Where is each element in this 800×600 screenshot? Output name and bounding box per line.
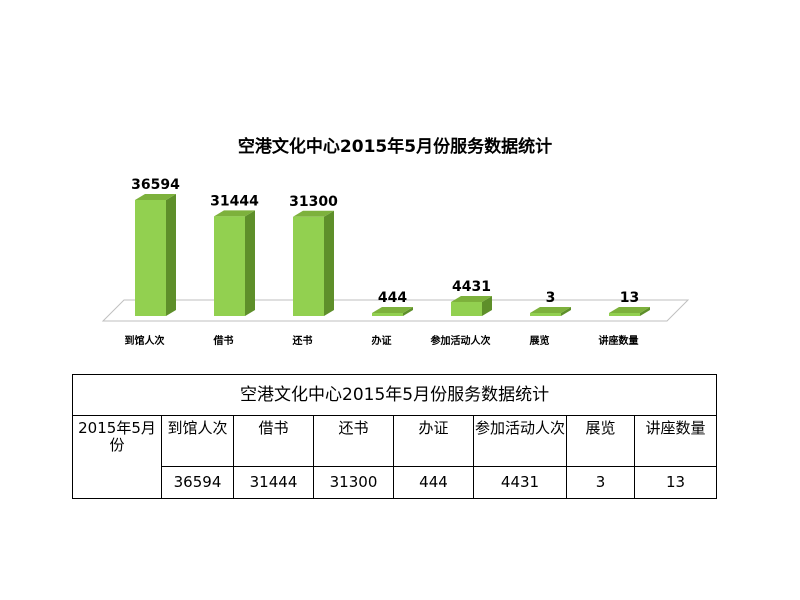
bar (372, 307, 413, 316)
category-label: 还书 (292, 334, 313, 347)
value-label: 3 (546, 290, 556, 306)
bar-front (451, 301, 482, 316)
bar-side (403, 307, 413, 316)
bar-top (135, 194, 176, 200)
bars-layer (135, 194, 650, 316)
table-header-cell: 办证 (393, 415, 474, 467)
bar-chart: 空港文化中心2015年5月份服务数据统计 36594到馆人次31444借书313… (101, 136, 690, 347)
table-header-cell: 到馆人次 (161, 415, 234, 467)
bar-front (135, 200, 166, 316)
category-label: 参加活动人次 (431, 334, 491, 347)
chart-title: 空港文化中心2015年5月份服务数据统计 (238, 136, 552, 157)
value-label: 36594 (131, 177, 180, 193)
table-value-cell: 36594 (161, 466, 234, 499)
bar-side (482, 295, 492, 316)
table-header-cell: 参加活动人次 (473, 415, 567, 467)
bar-side (640, 307, 650, 316)
bar-front (530, 313, 561, 316)
table-value-cell: 4431 (473, 466, 567, 499)
value-label: 13 (620, 290, 639, 306)
bar (214, 210, 255, 316)
table-value-cell: 13 (633, 466, 718, 499)
bar-side (561, 307, 571, 316)
category-label: 办证 (372, 334, 392, 347)
table-header-cell: 还书 (313, 415, 394, 467)
bar-front (372, 313, 403, 316)
value-label: 444 (378, 290, 407, 306)
value-label: 31300 (289, 194, 338, 210)
bar (293, 210, 334, 316)
table-header-cell: 展览 (566, 415, 635, 467)
bar-side (324, 210, 334, 316)
bar (609, 307, 650, 316)
data-table: 空港文化中心2015年5月份服务数据统计 2015年5月份 到馆人次 借书 还书… (71, 374, 718, 499)
table-header-cell: 借书 (233, 415, 314, 467)
table-value-cell: 31444 (233, 466, 314, 499)
bar-top (214, 210, 255, 217)
bar-front (293, 216, 324, 316)
category-label: 借书 (213, 334, 234, 347)
category-label: 展览 (530, 334, 550, 347)
bar-top (372, 307, 413, 313)
value-label: 31444 (210, 193, 259, 209)
bar (135, 194, 176, 316)
bar-top (451, 295, 492, 302)
category-label: 到馆人次 (125, 334, 165, 347)
bar-top (530, 307, 571, 313)
category-label: 讲座数量 (599, 334, 639, 347)
table-value-cell: 444 (393, 466, 474, 499)
bar (530, 307, 571, 316)
table-header-cell: 讲座数量 (633, 415, 718, 467)
bar-front (214, 216, 245, 316)
period-cell: 2015年5月份 (72, 415, 162, 499)
bar-side (245, 210, 255, 316)
value-label: 4431 (452, 279, 491, 295)
labels-layer: 36594 到馆人次 31444 借书 31300 还书 444 办证 4431 参加活动人次 3 展… (125, 177, 640, 347)
bar (451, 295, 492, 316)
bar-top (293, 210, 334, 217)
table-value-cell: 3 (566, 466, 635, 499)
table-title: 空港文化中心2015年5月份服务数据统计 (71, 374, 718, 416)
bar-front (609, 313, 640, 316)
bar-side (166, 194, 176, 316)
table-value-cell: 31300 (313, 466, 394, 499)
bar-top (609, 307, 650, 313)
